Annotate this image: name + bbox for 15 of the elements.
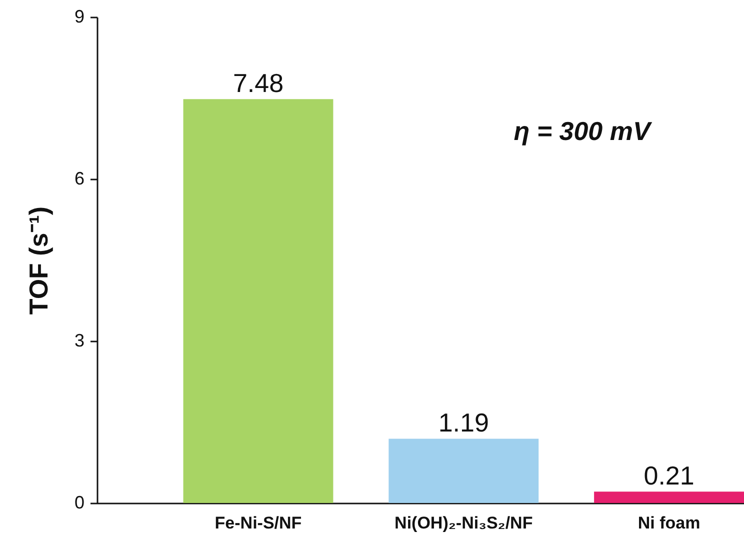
y-axis-title: TOF (s⁻¹): [23, 206, 54, 315]
bar: [183, 99, 334, 503]
data-label: 7.48: [232, 68, 284, 98]
data-label: 1.19: [438, 408, 489, 438]
x-tick-label: Ni foam: [638, 514, 700, 532]
data-label: 0.21: [644, 460, 694, 491]
y-tick-label: 0: [74, 492, 84, 512]
x-tick-label: Fe-Ni-S/NF: [214, 514, 302, 532]
y-tick-label: 3: [74, 330, 84, 350]
y-tick-label: 6: [74, 168, 84, 188]
y-tick-label: 9: [74, 6, 84, 26]
bar: [388, 438, 539, 503]
bar: [594, 492, 744, 503]
annotation: η = 300 mV: [514, 116, 653, 146]
x-tick-label: Ni(OH)₂-Ni₃S₂/NF: [394, 514, 533, 532]
